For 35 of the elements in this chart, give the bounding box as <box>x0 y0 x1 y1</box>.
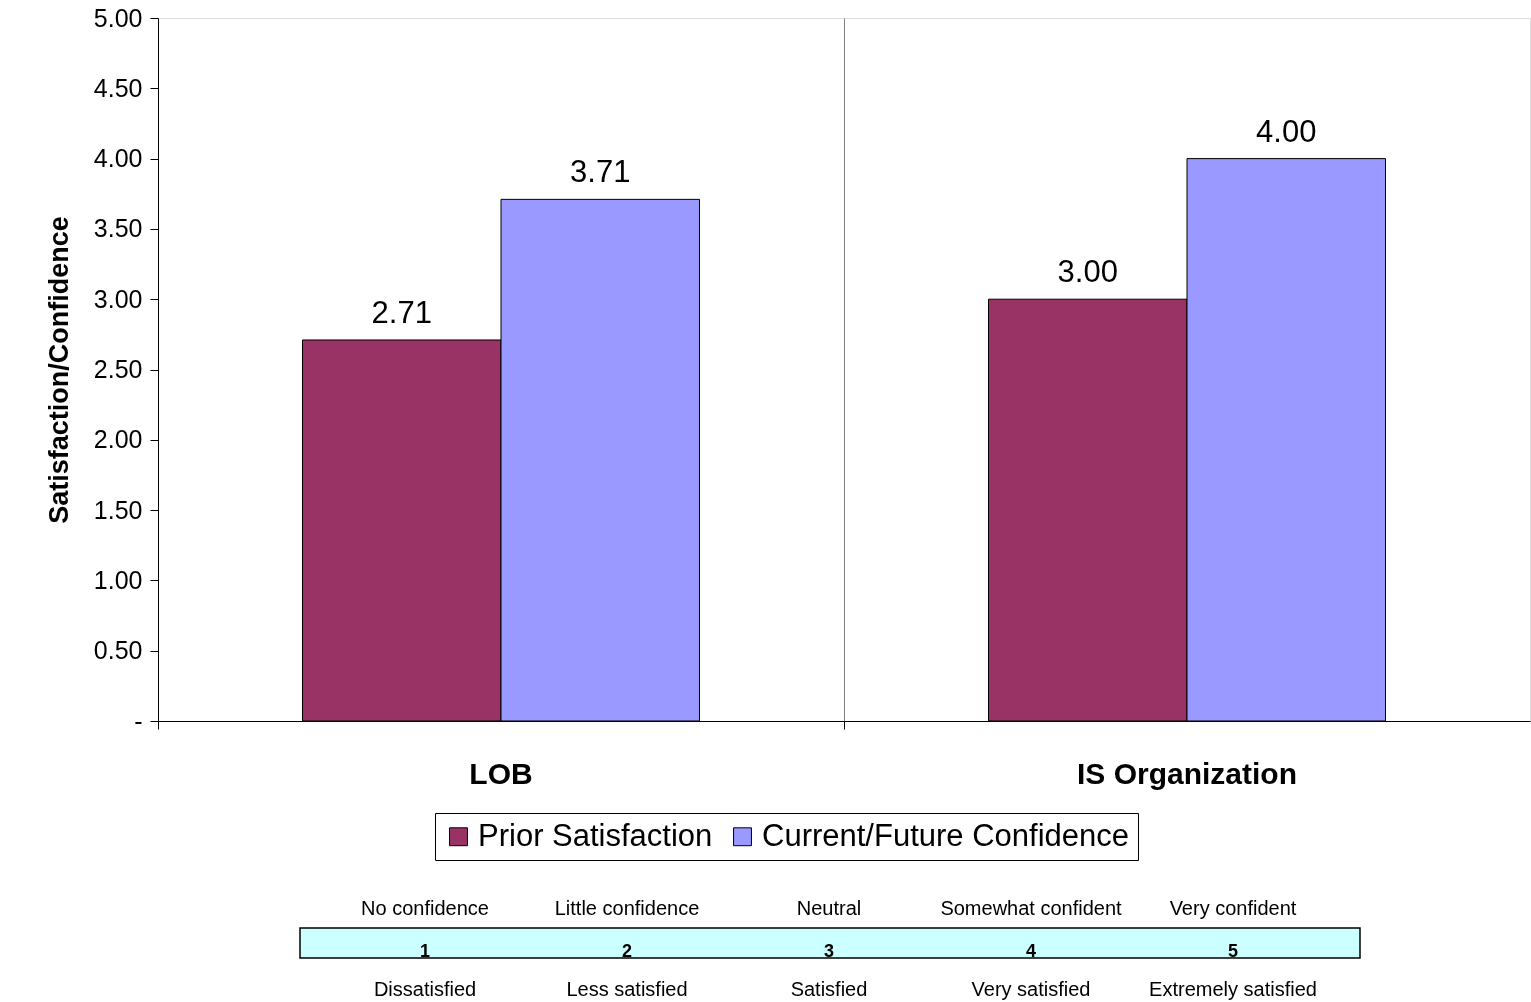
y-tick-label: 4.00 <box>93 144 143 173</box>
data-label: 3.00 <box>1057 254 1118 290</box>
y-tick-label: 1.50 <box>93 495 143 524</box>
y-tick-label: 5.00 <box>93 3 143 32</box>
data-label: 2.71 <box>371 294 432 330</box>
data-label: 3.71 <box>570 154 631 190</box>
text: 1 <box>419 941 431 961</box>
text: Somewhat confident <box>940 897 1123 919</box>
text: Extremely satisfied <box>1149 978 1317 1000</box>
x-tick-label: IS Organization <box>1076 756 1298 790</box>
legend-label: Prior Satisfaction <box>478 817 713 853</box>
text: 4 <box>1025 941 1037 961</box>
text: Satisfied <box>790 978 868 1000</box>
text: Very satisfied <box>971 978 1091 1000</box>
y-tick-label: 2.00 <box>93 425 143 454</box>
y-tick-label: - <box>134 706 143 735</box>
y-tick-label: 3.50 <box>93 214 143 243</box>
text: No confidence <box>361 897 489 919</box>
text: 5 <box>1227 941 1239 961</box>
text: Very confident <box>1169 897 1297 919</box>
text: 3 <box>823 941 835 961</box>
x-tick-label: LOB <box>469 756 533 790</box>
text: 2 <box>621 941 633 961</box>
y-axis-title: Satisfaction/Confidence <box>43 216 74 524</box>
y-tick-label: 2.50 <box>93 355 143 383</box>
legend-label: Current/Future Confidence <box>762 817 1130 853</box>
y-tick-label: 4.50 <box>93 73 143 102</box>
y-tick-label: 0.50 <box>93 636 143 665</box>
text: Dissatisfied <box>373 978 477 1000</box>
data-label: 4.00 <box>1256 113 1317 149</box>
y-tick-label: 3.00 <box>93 284 143 313</box>
text: Less satisfied <box>566 978 688 1000</box>
text: Neutral <box>796 897 862 919</box>
y-tick-label: 1.00 <box>93 565 143 594</box>
text: Little confidence <box>554 897 700 919</box>
